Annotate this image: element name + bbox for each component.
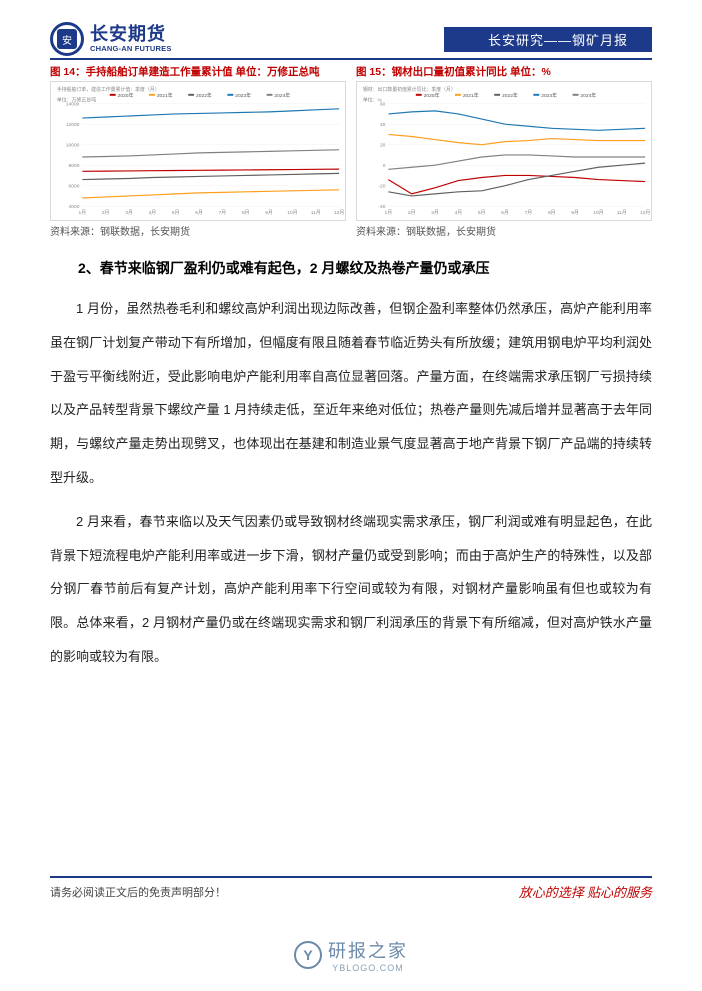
svg-text:20: 20: [380, 143, 386, 149]
svg-text:1月: 1月: [79, 210, 87, 216]
chart-right-col: 图 15：钢材出口量初值累计同比 单位：% 钢材：出口数量初值累计同比：季度（月…: [356, 64, 652, 238]
svg-text:11月: 11月: [617, 210, 627, 216]
svg-text:9月: 9月: [265, 210, 273, 216]
svg-text:7月: 7月: [525, 210, 533, 216]
svg-text:2023年: 2023年: [235, 92, 251, 99]
svg-text:6000: 6000: [69, 184, 80, 190]
page-header: 安 长安期货 CHANG-AN FUTURES 长安研究——钢矿月报: [50, 22, 652, 56]
svg-text:手持船舶订单，建造工作量累计值：季度（月）: 手持船舶订单，建造工作量累计值：季度（月）: [57, 86, 160, 93]
chart-left-source: 资料来源：钢联数据，长安期货: [50, 223, 346, 238]
watermark-url: YBLOGO.COM: [328, 963, 408, 973]
header-right: 长安研究——钢矿月报: [444, 27, 652, 52]
svg-text:4月: 4月: [455, 210, 463, 216]
page-footer: 请务必阅读正文后的免责声明部分！ 放心的选择 贴心的服务: [50, 876, 652, 901]
svg-text:2022年: 2022年: [196, 92, 212, 99]
logo-en: CHANG-AN FUTURES: [90, 45, 172, 53]
watermark-icon: Y: [294, 941, 322, 969]
svg-text:5月: 5月: [478, 210, 486, 216]
charts-row: 图 14：手持船舶订单建造工作量累计值 单位：万修正总吨 手持船舶订单，建造工作…: [50, 64, 652, 238]
svg-text:11月: 11月: [311, 210, 321, 216]
svg-text:14000: 14000: [66, 102, 80, 108]
svg-text:2月: 2月: [408, 210, 416, 216]
svg-text:60: 60: [380, 102, 386, 108]
chart-left: 手持船舶订单，建造工作量累计值：季度（月）2020年 2021年 2022年 2023…: [50, 81, 346, 221]
chart-left-title: 图 14：手持船舶订单建造工作量累计值 单位：万修正总吨: [50, 64, 346, 79]
svg-text:0: 0: [383, 163, 386, 169]
svg-text:5月: 5月: [172, 210, 180, 216]
svg-text:8月: 8月: [548, 210, 556, 216]
watermark-name: 研报之家: [328, 941, 408, 961]
watermark: Y 研报之家 YBLOGO.COM: [0, 937, 702, 973]
svg-text:-20: -20: [378, 184, 385, 190]
svg-text:10000: 10000: [66, 143, 80, 149]
paragraph-1: 1 月份，虽然热卷毛利和螺纹高炉利润出现边际改善，但钢企盈利率整体仍然承压，高炉…: [50, 292, 652, 495]
svg-text:2022年: 2022年: [502, 92, 518, 99]
svg-text:40: 40: [380, 122, 386, 128]
logo-block: 安 长安期货 CHANG-AN FUTURES: [50, 22, 172, 56]
chart-left-col: 图 14：手持船舶订单建造工作量累计值 单位：万修正总吨 手持船舶订单，建造工作…: [50, 64, 346, 238]
svg-text:8月: 8月: [242, 210, 250, 216]
svg-text:12月: 12月: [334, 210, 344, 216]
svg-text:4000: 4000: [69, 204, 80, 210]
svg-text:3月: 3月: [125, 210, 133, 216]
paragraph-2: 2 月来看，春节来临以及天气因素仍或导致钢材终端现实需求承压，钢厂利润或难有明显…: [50, 505, 652, 674]
svg-text:2024年: 2024年: [580, 92, 596, 99]
svg-text:12000: 12000: [66, 122, 80, 128]
svg-text:7月: 7月: [219, 210, 227, 216]
footer-disclaimer: 请务必阅读正文后的免责声明部分！: [50, 884, 226, 900]
chart-right: 钢材：出口数量初值累计同比：季度（月）2020年 2021年 2022年 2023年 2…: [356, 81, 652, 221]
footer-divider: [50, 876, 652, 878]
header-bar: 长安研究——钢矿月报: [444, 27, 652, 52]
svg-text:-40: -40: [378, 204, 385, 210]
svg-text:2021年: 2021年: [157, 92, 173, 99]
footer-slogan: 放心的选择 贴心的服务: [519, 882, 652, 901]
svg-text:2020年: 2020年: [424, 92, 440, 99]
svg-text:钢材：出口数量初值累计同比：季度（月）: 钢材：出口数量初值累计同比：季度（月）: [363, 86, 456, 93]
svg-text:2021年: 2021年: [463, 92, 479, 99]
svg-text:10月: 10月: [287, 210, 297, 216]
svg-text:3月: 3月: [431, 210, 439, 216]
logo-icon: 安: [50, 22, 84, 56]
svg-text:9月: 9月: [571, 210, 579, 216]
svg-text:8000: 8000: [69, 163, 80, 169]
svg-text:10月: 10月: [593, 210, 603, 216]
svg-text:12月: 12月: [640, 210, 650, 216]
svg-text:2024年: 2024年: [274, 92, 290, 99]
svg-text:2020年: 2020年: [118, 92, 134, 99]
svg-text:2月: 2月: [102, 210, 110, 216]
chart-right-title: 图 15：钢材出口量初值累计同比 单位：%: [356, 64, 652, 79]
logo-cn: 长安期货: [90, 25, 172, 45]
svg-text:4月: 4月: [149, 210, 157, 216]
svg-text:6月: 6月: [501, 210, 509, 216]
svg-text:6月: 6月: [195, 210, 203, 216]
svg-text:2023年: 2023年: [541, 92, 557, 99]
chart-right-source: 资料来源：钢联数据，长安期货: [356, 223, 652, 238]
header-divider: [50, 58, 652, 60]
section-title: 2、春节来临钢厂盈利仍或难有起色，2 月螺纹及热卷产量仍或承压: [78, 258, 652, 278]
svg-text:1月: 1月: [385, 210, 393, 216]
